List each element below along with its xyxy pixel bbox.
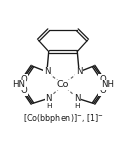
Text: N: N <box>76 67 82 76</box>
Text: [Co(bbphen)]$^{-}$, [1]$^{-}$: [Co(bbphen)]$^{-}$, [1]$^{-}$ <box>23 112 103 125</box>
Text: O: O <box>99 86 106 95</box>
Text: O: O <box>20 75 27 84</box>
Text: NH: NH <box>101 80 114 89</box>
Text: O: O <box>99 75 106 84</box>
Text: N: N <box>44 67 50 76</box>
Text: HN: HN <box>12 80 25 89</box>
Text: H: H <box>46 103 52 109</box>
Text: N: N <box>45 94 52 103</box>
Text: Co: Co <box>57 80 69 89</box>
Text: O: O <box>20 86 27 95</box>
Text: N: N <box>74 94 81 103</box>
Text: H: H <box>74 103 80 109</box>
